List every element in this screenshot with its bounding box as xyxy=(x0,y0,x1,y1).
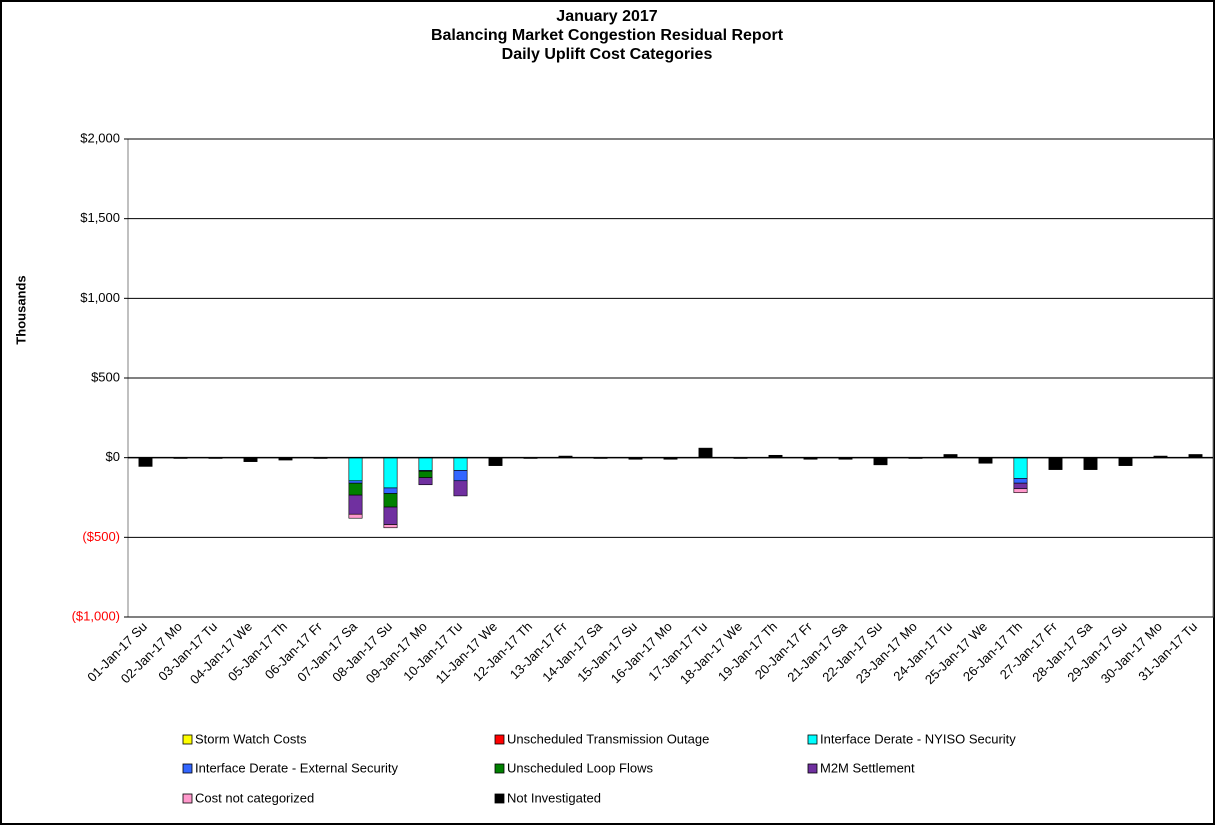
bar-segment xyxy=(348,513,363,519)
legend-label: Unscheduled Transmission Outage xyxy=(507,731,709,746)
y-tick-label: $500 xyxy=(91,369,120,384)
y-tick-label: $2,000 xyxy=(80,130,120,145)
legend-swatch xyxy=(182,793,193,804)
legend-swatch xyxy=(807,763,818,774)
bar-segment xyxy=(873,457,888,466)
bar-segment xyxy=(138,457,153,467)
bar-segment xyxy=(348,482,363,496)
bar-segment xyxy=(383,506,398,525)
bar-segment xyxy=(453,457,468,471)
y-tick-label: ($500) xyxy=(82,529,120,544)
legend-label: Not Investigated xyxy=(507,790,601,805)
bar-segment xyxy=(418,477,433,486)
bar-segment xyxy=(383,487,398,494)
bar-segment xyxy=(1013,478,1028,484)
bar-segment xyxy=(488,457,503,466)
y-tick-label: ($1,000) xyxy=(72,608,120,623)
bar-segment xyxy=(383,457,398,489)
bar-segment xyxy=(1013,457,1028,479)
bar-segment xyxy=(418,470,433,478)
bar-segment xyxy=(978,457,993,464)
bar-segment xyxy=(1013,488,1028,494)
bar-segment xyxy=(1083,457,1098,470)
legend-swatch xyxy=(182,734,193,745)
y-tick-label: $1,500 xyxy=(80,210,120,225)
y-axis-label: Thousands xyxy=(13,275,28,344)
bar-segment xyxy=(698,447,713,458)
legend-label: Unscheduled Loop Flows xyxy=(507,760,653,775)
bar-segment xyxy=(348,494,363,515)
legend-swatch xyxy=(494,793,505,804)
legend-label: Interface Derate - External Security xyxy=(195,760,399,775)
y-tick-label: $1,000 xyxy=(80,290,120,305)
bar-segment xyxy=(418,457,433,471)
bar-segment xyxy=(348,480,363,484)
bar-segment xyxy=(453,470,468,482)
legend-label: Storm Watch Costs xyxy=(195,731,307,746)
legend-swatch xyxy=(494,734,505,745)
bar-segment xyxy=(453,480,468,497)
bar-segment xyxy=(1118,457,1133,466)
bar-segment xyxy=(1048,457,1063,470)
bar-segment xyxy=(383,493,398,508)
y-tick-label: $0 xyxy=(106,449,120,464)
bar-segment xyxy=(1013,482,1028,490)
chart-title: January 2017 xyxy=(556,8,658,25)
chart-title: Daily Uplift Cost Categories xyxy=(502,46,713,63)
bar-segment xyxy=(348,457,363,482)
legend-swatch xyxy=(494,763,505,774)
legend-label: M2M Settlement xyxy=(820,760,915,775)
legend-swatch xyxy=(182,763,193,774)
legend-swatch xyxy=(807,734,818,745)
legend-label: Cost not categorized xyxy=(195,790,314,805)
bar-segment xyxy=(383,524,398,529)
chart-title: Balancing Market Congestion Residual Rep… xyxy=(431,27,784,44)
legend-label: Interface Derate - NYISO Security xyxy=(820,731,1016,746)
